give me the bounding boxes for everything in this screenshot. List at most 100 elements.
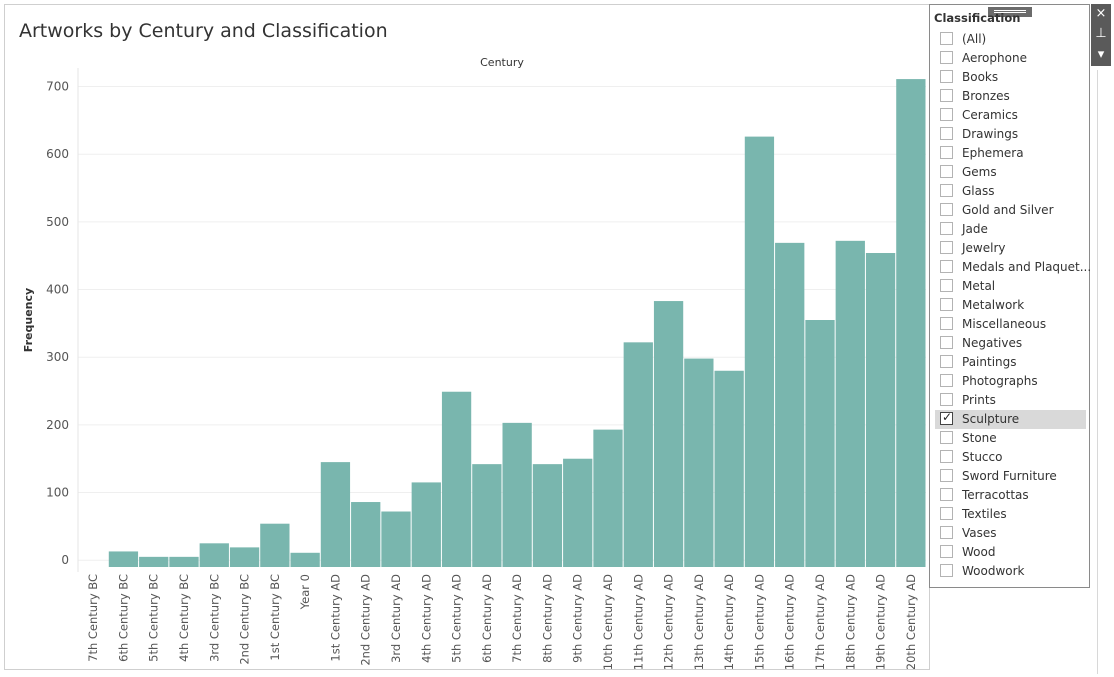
filter-checkbox[interactable] [940, 450, 953, 463]
bar [805, 320, 835, 567]
filter-checkbox[interactable] [940, 507, 953, 520]
filter-item-label: Miscellaneous [962, 317, 1047, 331]
x-tick-label: 4th Century AD [419, 574, 433, 663]
filter-checkbox[interactable] [940, 374, 953, 387]
filter-checkbox[interactable] [940, 222, 953, 235]
filter-item[interactable]: Wood [935, 543, 1086, 562]
filter-item[interactable]: Glass [935, 182, 1086, 201]
filter-item-label: Negatives [962, 336, 1023, 350]
bar [653, 301, 684, 567]
y-tick-label: 0 [61, 553, 69, 567]
filter-checkbox[interactable] [940, 89, 953, 102]
filter-checkbox[interactable] [940, 336, 953, 349]
filter-checkbox[interactable] [940, 488, 953, 501]
filter-item[interactable]: Stone [935, 429, 1086, 448]
filter-item[interactable]: Drawings [935, 125, 1086, 144]
filter-item-label: Ephemera [962, 146, 1024, 160]
menu-dropdown-icon[interactable]: ▾ [1097, 47, 1105, 62]
filter-item[interactable]: Stucco [935, 448, 1086, 467]
filter-item[interactable]: Textiles [935, 505, 1086, 524]
filter-checkbox[interactable] [940, 317, 953, 330]
x-tick-label: 15th Century AD [752, 574, 766, 669]
filter-item[interactable]: Woodwork [935, 562, 1086, 581]
filter-item-label: Sword Furniture [962, 469, 1057, 483]
x-tick-label: 20th Century AD [904, 574, 918, 669]
y-tick-label: 100 [46, 486, 69, 500]
filter-item[interactable]: Miscellaneous [935, 315, 1086, 334]
filter-checkbox[interactable] [940, 298, 953, 311]
filter-item-label: Gold and Silver [962, 203, 1054, 217]
filter-item-label: Jewelry [962, 241, 1006, 255]
filter-checkbox[interactable] [940, 203, 953, 216]
filter-item[interactable]: Ephemera [935, 144, 1086, 163]
x-tick-label: 17th Century AD [813, 574, 827, 669]
filter-item-label: Sculpture [962, 412, 1020, 426]
filter-item-label: Vases [962, 526, 997, 540]
bar [714, 370, 744, 567]
filter-checkbox[interactable] [940, 526, 953, 539]
filter-checkbox[interactable] [940, 165, 953, 178]
filter-checkbox[interactable] [940, 431, 953, 444]
filter-checkbox[interactable] [940, 469, 953, 482]
bar [260, 523, 290, 567]
x-tick-label: 19th Century AD [874, 574, 888, 669]
filter-item[interactable]: Metalwork [935, 296, 1086, 315]
bar [865, 253, 896, 567]
filter-checkbox[interactable] [940, 184, 953, 197]
bar [623, 342, 653, 567]
filter-item[interactable]: Medals and Plaquet... [935, 258, 1091, 277]
filter-item[interactable]: Sword Furniture [935, 467, 1086, 486]
filter-checkbox[interactable] [940, 260, 953, 273]
filter-item[interactable]: Gems [935, 163, 1086, 182]
y-tick-label: 400 [46, 283, 69, 297]
filter-item[interactable]: Aerophone [935, 49, 1086, 68]
bar [320, 462, 351, 567]
filter-item-label: Drawings [962, 127, 1019, 141]
x-tick-label: 2nd Century BC [238, 574, 252, 665]
bar [684, 358, 714, 567]
filter-item[interactable]: Bronzes [935, 87, 1086, 106]
filter-item[interactable]: Books [935, 68, 1086, 87]
filter-item[interactable]: (All) [935, 30, 1086, 49]
filter-item[interactable]: Prints [935, 391, 1086, 410]
y-tick-label: 500 [46, 215, 69, 229]
filter-item[interactable]: Paintings [935, 353, 1086, 372]
filter-checkbox[interactable] [940, 410, 953, 425]
filter-checkbox[interactable] [940, 108, 953, 121]
filter-item[interactable]: Vases [935, 524, 1086, 543]
filter-checkbox[interactable] [940, 279, 953, 292]
filter-item[interactable]: Gold and Silver [935, 201, 1086, 220]
filter-checkbox[interactable] [940, 393, 953, 406]
x-tick-label: 11th Century AD [631, 574, 645, 669]
filter-item-label: (All) [962, 32, 987, 46]
filter-checkbox[interactable] [940, 545, 953, 558]
filter-item[interactable]: Metal [935, 277, 1086, 296]
filter-checkbox[interactable] [940, 70, 953, 83]
close-icon[interactable]: × [1095, 6, 1107, 21]
filter-checkbox[interactable] [940, 146, 953, 159]
filter-item[interactable]: Ceramics [935, 106, 1086, 125]
filter-checkbox[interactable] [940, 127, 953, 140]
filter-item[interactable]: Photographs [935, 372, 1086, 391]
filter-item[interactable]: Jade [935, 220, 1086, 239]
filter-item-label: Metalwork [962, 298, 1025, 312]
filter-item[interactable]: Jewelry [935, 239, 1086, 258]
bar [502, 422, 532, 567]
bar [351, 502, 381, 567]
filter-checkbox[interactable] [940, 355, 953, 368]
filter-item[interactable]: Sculpture [935, 410, 1086, 429]
filter-item[interactable]: Negatives [935, 334, 1086, 353]
filter-checkbox[interactable] [940, 564, 953, 577]
bar [199, 543, 229, 567]
x-tick-label: 4th Century BC [177, 574, 191, 662]
filter-item-label: Books [962, 70, 999, 84]
filter-item-label: Stone [962, 431, 997, 445]
filter-checkbox[interactable] [940, 51, 953, 64]
pin-icon[interactable]: ⊥ [1095, 26, 1107, 41]
filter-checkbox[interactable] [940, 32, 953, 45]
drag-handle[interactable] [988, 7, 1032, 17]
scrollbar[interactable] [1097, 70, 1098, 674]
filter-checkbox[interactable] [940, 241, 953, 254]
bar [411, 482, 441, 567]
filter-item[interactable]: Terracottas [935, 486, 1086, 505]
